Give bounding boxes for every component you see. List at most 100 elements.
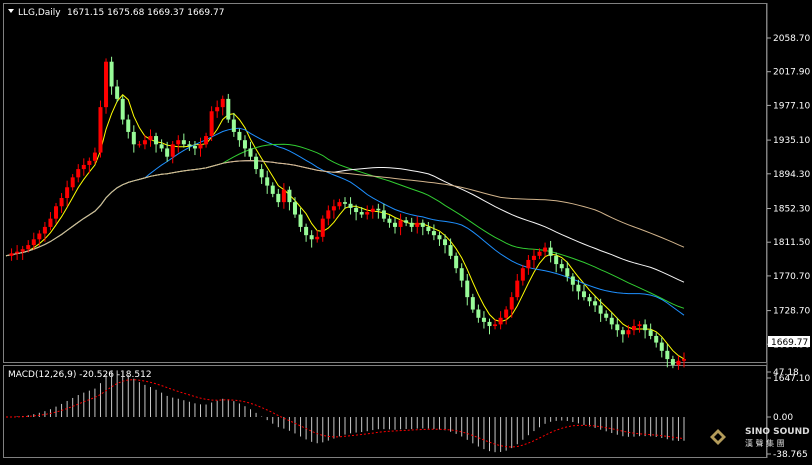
- candle-body: [259, 169, 264, 178]
- price-axis-label: 2017.90: [773, 68, 810, 78]
- current-price-label: 1669.77: [771, 338, 808, 348]
- candle-body: [637, 324, 642, 327]
- candle-body: [59, 198, 64, 207]
- candle-body: [526, 259, 531, 269]
- current-price-tag: 1669.77: [768, 336, 810, 348]
- price-axis-label: 2058.70: [773, 34, 810, 44]
- sino-sound-logo-icon: [710, 429, 726, 445]
- candle-body: [15, 251, 20, 254]
- price-axis-label: 1935.10: [773, 136, 810, 146]
- macd-axis: 47.18 0.00 -38.765: [767, 368, 808, 460]
- candle-body: [65, 187, 70, 199]
- candle-body: [148, 136, 153, 141]
- candle-body: [87, 160, 92, 165]
- watermark-brand-cn: 漢 聲 集 團: [745, 438, 785, 448]
- candle-body: [670, 359, 675, 365]
- macd-histogram-layer: [6, 370, 685, 453]
- macd-label: MACD(12,26,9) -20.526 -18.512: [8, 370, 152, 380]
- candle-body: [181, 140, 186, 145]
- candle-body: [565, 268, 570, 277]
- candle-body: [165, 148, 170, 157]
- candle-body: [615, 324, 620, 331]
- candle-body: [120, 98, 125, 120]
- candle-body: [682, 359, 686, 361]
- candle-body: [242, 140, 247, 149]
- candle-body: [604, 313, 609, 318]
- candle-body: [137, 144, 142, 146]
- candle-body: [576, 284, 581, 292]
- candle-body: [665, 350, 670, 360]
- watermark: SINO SOUND 漢 聲 集 團: [710, 427, 810, 448]
- candle-body: [81, 164, 86, 170]
- candle-body: [420, 222, 425, 227]
- price-axis-label: 1728.70: [773, 307, 810, 317]
- candle-body: [620, 330, 625, 335]
- candle-body: [448, 245, 453, 256]
- candle-body: [537, 251, 542, 256]
- candle-body: [587, 297, 592, 302]
- candle-body: [626, 330, 631, 335]
- price-axis-label: 1894.30: [773, 170, 810, 180]
- candle-body: [593, 301, 598, 306]
- price-axis-label: 1977.10: [773, 101, 810, 111]
- candle-body: [92, 152, 97, 161]
- candle-body: [304, 226, 309, 236]
- candle-body: [531, 255, 536, 260]
- candle-body: [543, 247, 548, 252]
- moving-average-line: [5, 127, 685, 316]
- candle-body: [554, 255, 559, 265]
- candle-body: [337, 202, 342, 207]
- candle-body: [109, 61, 114, 87]
- candle-body: [559, 264, 564, 269]
- candle-body: [31, 239, 36, 246]
- candle-body: [387, 218, 392, 223]
- candle-body: [487, 321, 492, 327]
- candle-body: [76, 169, 81, 178]
- candle-body: [231, 119, 236, 132]
- current-price-box: [768, 336, 810, 347]
- candle-body: [437, 235, 442, 240]
- candle-body: [398, 220, 403, 227]
- triangle-down-icon[interactable]: [8, 9, 14, 13]
- candle-body: [204, 136, 209, 145]
- watermark-brand: SINO SOUND: [745, 427, 810, 437]
- moving-average-line: [5, 160, 685, 283]
- symbol-name: LLG,Daily: [18, 8, 61, 18]
- candle-body: [631, 326, 636, 331]
- candle-body: [159, 144, 164, 149]
- candle-body: [209, 111, 214, 137]
- candle-body: [326, 210, 331, 219]
- candle-body: [131, 131, 136, 145]
- candle-body: [354, 207, 359, 213]
- candle-body: [370, 208, 375, 213]
- candle-body: [598, 305, 603, 314]
- candle-body: [142, 140, 147, 145]
- candle-body: [381, 210, 386, 219]
- candle-body: [176, 140, 181, 145]
- moving-average-line: [5, 143, 685, 309]
- macd-axis-label: 47.18: [773, 368, 799, 378]
- candle-body: [192, 145, 197, 149]
- candle-body: [198, 144, 203, 149]
- candle-body: [126, 119, 131, 132]
- candle-body: [465, 280, 470, 298]
- candle-body: [365, 212, 370, 215]
- candle-body: [454, 255, 459, 269]
- candle-body: [498, 317, 503, 325]
- candle-body: [254, 156, 259, 170]
- ohlc-values: 1671.15 1675.68 1669.37 1669.77: [67, 8, 224, 18]
- candle-body: [376, 208, 381, 211]
- macd-signal-line: [6, 379, 685, 448]
- candle-body: [504, 309, 509, 318]
- price-axis-label: 1770.70: [773, 272, 810, 282]
- candle-body: [70, 177, 75, 188]
- candle-body: [548, 247, 553, 256]
- candle-body: [348, 203, 353, 208]
- candle-body: [220, 98, 225, 108]
- candle-body: [48, 218, 53, 227]
- candles-layer: [9, 56, 686, 370]
- candle-body: [187, 144, 192, 146]
- symbol-header: LLG,Daily 1671.15 1675.68 1669.37 1669.7…: [8, 8, 224, 18]
